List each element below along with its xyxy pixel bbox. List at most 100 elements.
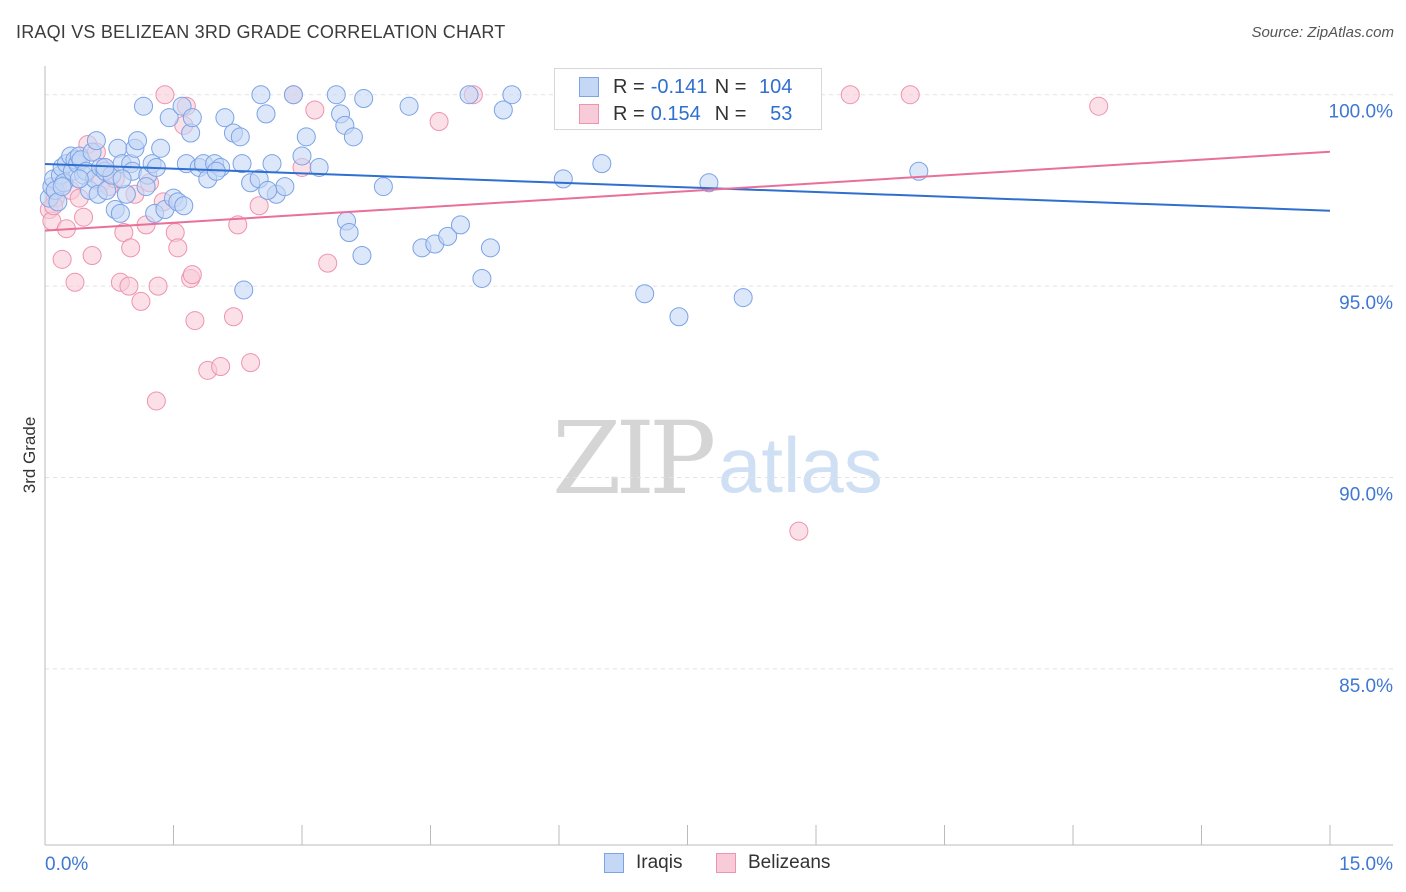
iraqis-n-value: 104 bbox=[759, 75, 793, 98]
belizean-point bbox=[241, 353, 261, 373]
tick-labels: 100.0% 95.0% 90.0% 85.0% 0.0% 15.0% 3rd Grade bbox=[20, 102, 1393, 875]
y-axis-label: 3rd Grade bbox=[20, 417, 39, 494]
iraqi-point bbox=[399, 96, 419, 116]
belizean-point bbox=[185, 311, 205, 331]
iraqi-point bbox=[339, 223, 359, 243]
belizean-point bbox=[305, 100, 325, 120]
iraqi-point bbox=[450, 215, 470, 235]
iraqis-r-value: -0.141 bbox=[650, 75, 708, 98]
iraqi-point bbox=[459, 85, 479, 105]
iraqi-point bbox=[69, 169, 89, 189]
x-tick-label: 0.0% bbox=[45, 854, 88, 875]
watermark-zip: ZIP bbox=[552, 400, 716, 517]
iraqi-point bbox=[502, 85, 522, 105]
r-label: R = bbox=[613, 75, 645, 98]
belizeans-legend-swatch bbox=[716, 853, 736, 873]
iraqis-points bbox=[39, 85, 929, 327]
iraqi-point bbox=[283, 85, 303, 105]
belizeans-legend-label: Belizeans bbox=[748, 852, 831, 873]
iraqi-point bbox=[343, 127, 363, 147]
iraqi-point bbox=[553, 169, 573, 189]
iraqi-point bbox=[262, 154, 282, 174]
iraqi-point bbox=[112, 169, 132, 189]
belizean-point bbox=[168, 238, 188, 258]
y-tick-label: 100.0% bbox=[1329, 102, 1394, 123]
iraqi-point bbox=[258, 180, 278, 200]
iraqi-point bbox=[309, 157, 329, 177]
belizean-point bbox=[900, 85, 920, 105]
belizean-point bbox=[131, 291, 151, 311]
iraqi-point bbox=[480, 238, 500, 258]
n-label: N = bbox=[714, 102, 747, 125]
series-legend: Iraqis Belizeans bbox=[0, 852, 1406, 878]
belizean-point bbox=[182, 265, 202, 285]
iraqi-point bbox=[733, 288, 753, 308]
belizeans-swatch bbox=[579, 104, 599, 124]
watermark-atlas: atlas bbox=[718, 421, 883, 509]
belizean-point bbox=[249, 196, 269, 216]
n-label: N = bbox=[714, 75, 747, 98]
belizean-point bbox=[155, 85, 175, 105]
iraqi-point bbox=[95, 157, 115, 177]
belizean-point bbox=[146, 391, 166, 411]
legend-row-iraqis: R = -0.141 N = 104 bbox=[579, 74, 792, 100]
belizean-point bbox=[223, 307, 243, 327]
belizeans-trend-line bbox=[44, 150, 1331, 232]
belizean-point bbox=[121, 238, 141, 258]
belizeans-n-value: 53 bbox=[770, 102, 793, 125]
belizean-point bbox=[228, 215, 248, 235]
trend-lines bbox=[44, 150, 1331, 232]
iraqi-point bbox=[438, 226, 458, 246]
legend-item-iraqis[interactable]: Iraqis bbox=[604, 852, 682, 874]
belizean-point bbox=[82, 245, 102, 265]
source-label: Source: ZipAtlas.com bbox=[1251, 24, 1394, 41]
y-tick-label: 90.0% bbox=[1339, 485, 1393, 506]
iraqi-point bbox=[292, 146, 312, 166]
iraqi-point bbox=[232, 154, 252, 174]
iraqi-point bbox=[352, 245, 372, 265]
belizean-point bbox=[148, 276, 168, 296]
iraqis-legend-label: Iraqis bbox=[636, 852, 683, 873]
iraqi-point bbox=[669, 307, 689, 327]
iraqi-point bbox=[354, 89, 374, 109]
iraqi-point bbox=[275, 177, 295, 197]
belizeans-points bbox=[39, 85, 1109, 541]
iraqi-point bbox=[373, 177, 393, 197]
iraqi-point bbox=[136, 177, 156, 197]
iraqi-point bbox=[52, 177, 72, 197]
belizean-point bbox=[789, 521, 809, 541]
iraqi-point bbox=[230, 127, 250, 147]
belizean-point bbox=[119, 276, 139, 296]
iraqi-point bbox=[592, 154, 612, 174]
iraqi-point bbox=[174, 196, 194, 216]
iraqi-point bbox=[256, 104, 276, 124]
iraqi-point bbox=[296, 127, 316, 147]
belizean-point bbox=[74, 207, 94, 227]
r-label: R = bbox=[613, 102, 645, 125]
belizean-point bbox=[318, 253, 338, 273]
iraqi-point bbox=[215, 108, 235, 128]
iraqi-point bbox=[86, 131, 106, 151]
iraqis-legend-swatch bbox=[604, 853, 624, 873]
iraqi-point bbox=[128, 131, 148, 151]
belizean-point bbox=[65, 272, 85, 292]
y-tick-label: 95.0% bbox=[1339, 293, 1393, 314]
belizean-point bbox=[211, 356, 231, 376]
legend-item-belizeans[interactable]: Belizeans bbox=[716, 852, 830, 874]
belizeans-r-value: 0.154 bbox=[650, 102, 701, 125]
iraqis-swatch bbox=[579, 77, 599, 97]
belizean-point bbox=[1089, 96, 1109, 116]
iraqi-point bbox=[493, 100, 513, 120]
iraqi-point bbox=[635, 284, 655, 304]
stats-legend: R = -0.141 N = 104 R = 0.154 N = 53 bbox=[554, 68, 822, 130]
x-tick-label: 15.0% bbox=[1339, 854, 1393, 875]
belizean-point bbox=[429, 112, 449, 132]
y-tick-label: 85.0% bbox=[1339, 676, 1393, 697]
iraqis-trend-line bbox=[44, 162, 1331, 212]
iraqi-point bbox=[134, 96, 154, 116]
iraqi-point bbox=[110, 203, 130, 223]
iraqi-point bbox=[234, 280, 254, 300]
belizean-point bbox=[52, 249, 72, 269]
iraqi-point bbox=[472, 268, 492, 288]
